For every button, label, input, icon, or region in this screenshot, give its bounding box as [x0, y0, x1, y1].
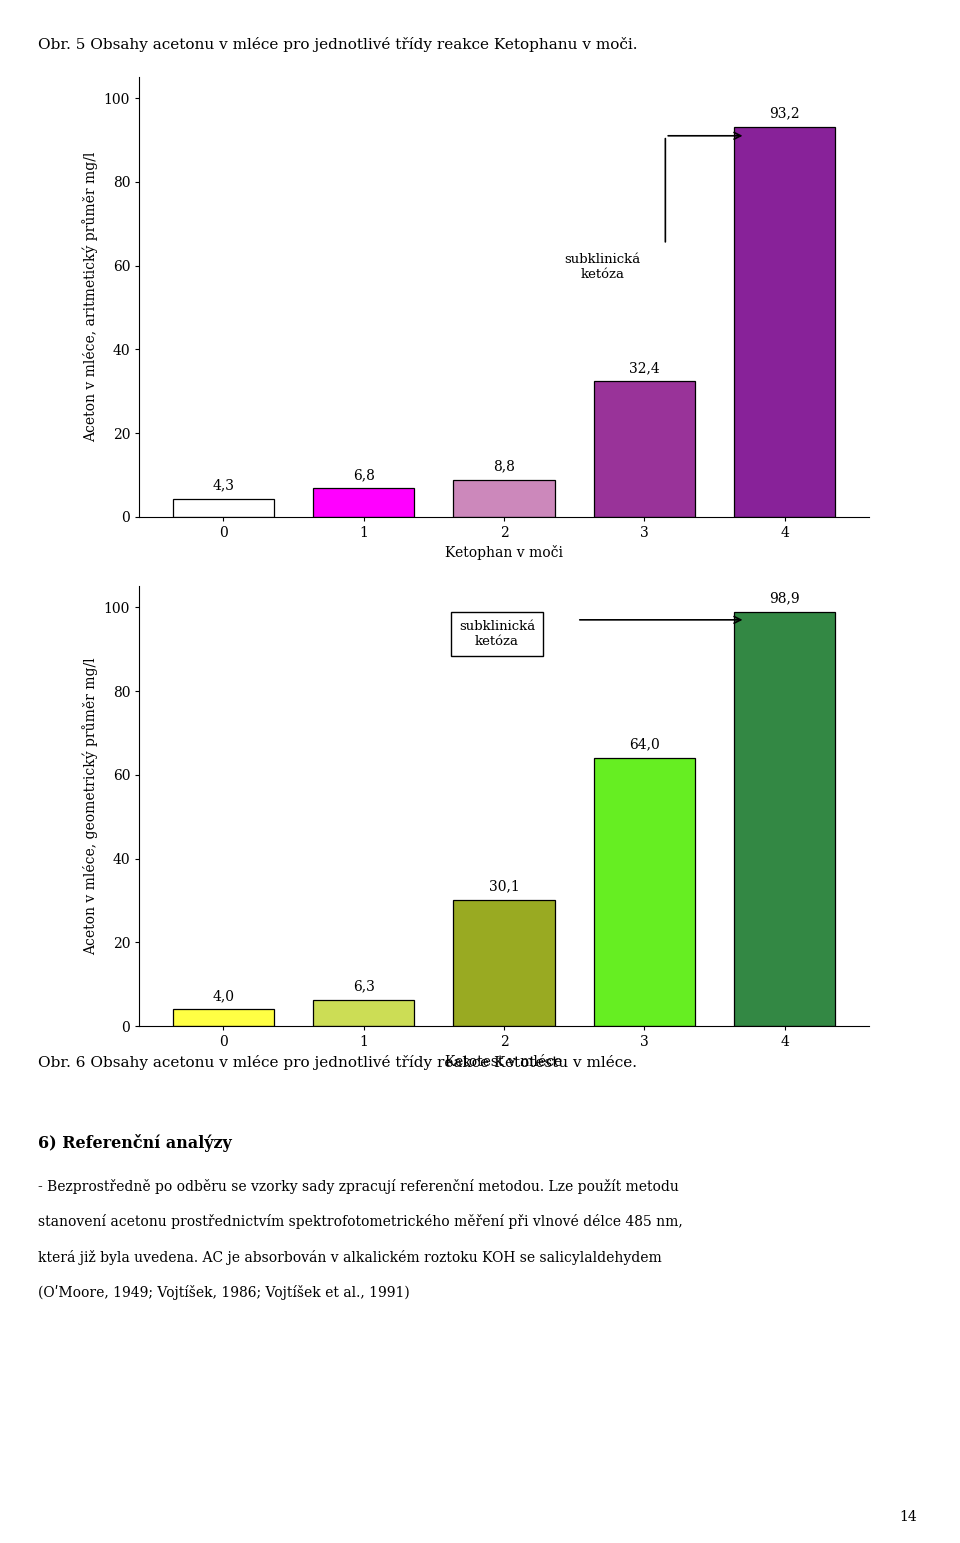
Text: (OʹMoore, 1949; Vojtíšek, 1986; Vojtíšek et al., 1991): (OʹMoore, 1949; Vojtíšek, 1986; Vojtíšek…	[38, 1285, 410, 1301]
Text: 4,3: 4,3	[212, 478, 234, 492]
Text: 64,0: 64,0	[629, 738, 660, 751]
Text: subklinická
ketóza: subklinická ketóza	[564, 253, 640, 281]
Text: 6) Referenční analýzy: 6) Referenční analýzy	[38, 1134, 232, 1153]
Text: 6,3: 6,3	[352, 980, 374, 994]
Bar	[173, 498, 274, 517]
Text: subklinická
ketóza: subklinická ketóza	[459, 620, 535, 648]
Text: 8,8: 8,8	[493, 460, 515, 474]
Bar	[173, 1009, 274, 1026]
Y-axis label: Aceton v mléce, geometrický průměr mg/l: Aceton v mléce, geometrický průměr mg/l	[83, 657, 98, 955]
Bar	[734, 613, 835, 1026]
Bar	[313, 489, 414, 517]
X-axis label: Ketotest v mléce: Ketotest v mléce	[445, 1055, 563, 1069]
Text: 14: 14	[900, 1511, 917, 1524]
Bar	[594, 381, 695, 517]
Text: 98,9: 98,9	[769, 591, 800, 605]
Bar	[313, 1000, 414, 1026]
Text: Obr. 5 Obsahy acetonu v mléce pro jednotlivé třídy reakce Ketophanu v moči.: Obr. 5 Obsahy acetonu v mléce pro jednot…	[38, 37, 637, 52]
Text: 32,4: 32,4	[629, 361, 660, 375]
Y-axis label: Aceton v mléce, aritmetický průměr mg/l: Aceton v mléce, aritmetický průměr mg/l	[83, 151, 98, 443]
Bar	[453, 900, 555, 1026]
Text: která již byla uvedena. AC je absorbován v alkalickém roztoku KOH se salicylalde: která již byla uvedena. AC je absorbován…	[38, 1250, 662, 1265]
X-axis label: Ketophan v moči: Ketophan v moči	[445, 546, 563, 560]
Text: 6,8: 6,8	[352, 468, 374, 481]
Bar	[734, 127, 835, 517]
Text: stanovení acetonu prostřednictvím spektrofotometrického měření při vlnové délce : stanovení acetonu prostřednictvím spektr…	[38, 1214, 684, 1230]
Bar	[594, 758, 695, 1026]
Text: - Bezprostředně po odběru se vzorky sady zpracují referenční metodou. Lze použít: - Bezprostředně po odběru se vzorky sady…	[38, 1179, 680, 1194]
Text: Obr. 6 Obsahy acetonu v mléce pro jednotlivé třídy reakce Ketotestu v mléce.: Obr. 6 Obsahy acetonu v mléce pro jednot…	[38, 1055, 637, 1071]
Text: 93,2: 93,2	[769, 106, 800, 120]
Text: 4,0: 4,0	[212, 989, 234, 1003]
Text: 30,1: 30,1	[489, 880, 519, 893]
Bar	[453, 480, 555, 517]
